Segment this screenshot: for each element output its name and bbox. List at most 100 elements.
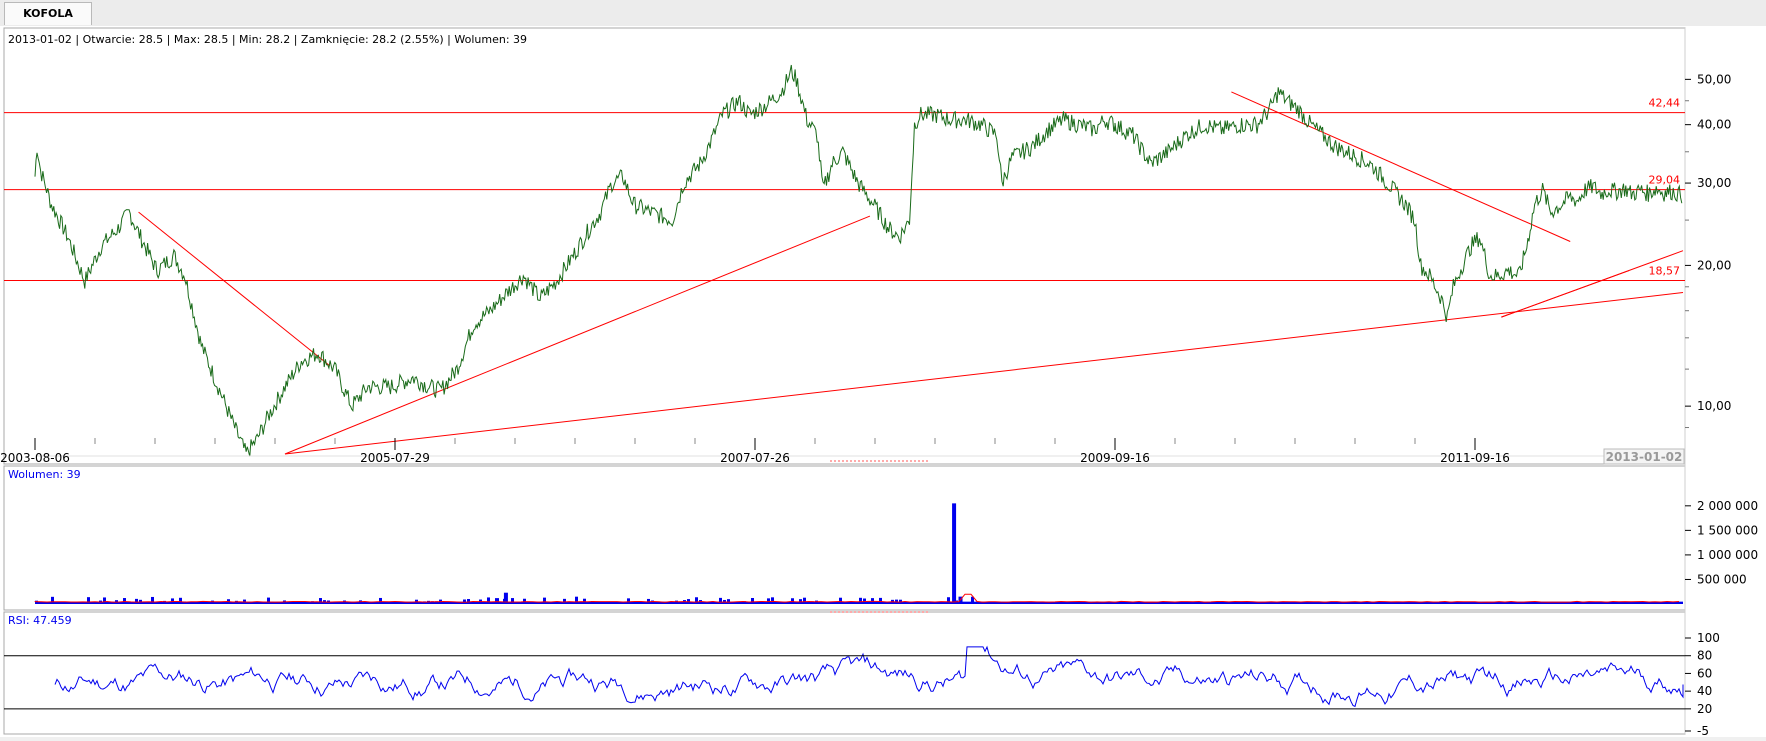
trendline bbox=[1501, 250, 1684, 318]
volume-bar bbox=[591, 601, 594, 604]
volume-bar bbox=[859, 597, 862, 604]
volume-bar bbox=[711, 601, 714, 604]
trendline bbox=[284, 215, 871, 455]
volume-bar bbox=[123, 598, 126, 604]
tab-bar: KOFOLA bbox=[0, 0, 1766, 27]
volume-y-axis: 2 000 000 1 500 000 1 000 000 500 000 bbox=[1685, 499, 1758, 586]
volume-bar bbox=[743, 601, 746, 604]
horizontal-level-label: 42,44 bbox=[1649, 97, 1681, 110]
volume-bar bbox=[751, 598, 754, 604]
volume-bar bbox=[87, 597, 90, 604]
volume-bar bbox=[143, 601, 146, 604]
rsi-tick-label: 80 bbox=[1697, 649, 1712, 663]
price-tick-label: 40,00 bbox=[1697, 118, 1731, 132]
rsi-tick-label: 100 bbox=[1697, 631, 1720, 645]
rsi-line bbox=[54, 645, 1684, 708]
tab-kofola[interactable]: KOFOLA bbox=[4, 2, 92, 25]
volume-bar bbox=[511, 598, 514, 604]
price-y-axis: 50,00 40,00 30,00 20,00 10,00 bbox=[1685, 72, 1731, 429]
stock-chart-svg[interactable]: 2013-01-02 | Otwarcie: 28.5 | Max: 28.5 … bbox=[0, 26, 1766, 738]
volume-bar bbox=[379, 597, 382, 604]
volume-bar bbox=[359, 600, 362, 604]
volume-bar bbox=[427, 600, 430, 604]
rsi-tick-label: 40 bbox=[1697, 684, 1712, 698]
trendline bbox=[284, 292, 1684, 455]
current-date-label: 2013-01-02 bbox=[1606, 450, 1683, 464]
volume-label: Wolumen: 39 bbox=[8, 468, 81, 481]
rsi-label: RSI: 47.459 bbox=[8, 614, 72, 627]
price-line bbox=[34, 64, 1683, 457]
volume-bar bbox=[311, 601, 314, 604]
volume-bar bbox=[423, 601, 426, 604]
volume-spike-bar bbox=[952, 503, 957, 604]
volume-bar bbox=[151, 596, 154, 604]
volume-bar bbox=[811, 601, 814, 604]
volume-bar bbox=[771, 597, 774, 604]
rsi-y-axis: 100 80 60 40 20 -5 bbox=[4, 631, 1720, 738]
info-line: 2013-01-02 | Otwarcie: 28.5 | Max: 28.5 … bbox=[8, 33, 527, 46]
price-tick-label: 10,00 bbox=[1697, 399, 1731, 413]
volume-tick-label: 1 500 000 bbox=[1697, 523, 1758, 537]
volume-bar bbox=[971, 596, 974, 604]
volume-bar bbox=[719, 597, 722, 604]
volume-bar bbox=[211, 600, 214, 604]
volume-bar bbox=[455, 601, 458, 604]
chart-area[interactable]: 2013-01-02 | Otwarcie: 28.5 | Max: 28.5 … bbox=[0, 26, 1766, 738]
volume-bar bbox=[435, 601, 438, 604]
volume-bar bbox=[815, 600, 818, 604]
volume-bar bbox=[319, 598, 322, 604]
volume-bar bbox=[135, 598, 138, 604]
price-tick-label: 20,00 bbox=[1697, 258, 1731, 272]
x-tick-label: 2003-08-06 bbox=[0, 451, 70, 465]
price-tick-label: 50,00 bbox=[1697, 72, 1731, 86]
volume-bar bbox=[51, 596, 54, 604]
price-panel-frame bbox=[3, 27, 1686, 465]
trendline bbox=[138, 211, 331, 367]
volume-tick-label: 500 000 bbox=[1697, 572, 1747, 586]
volume-average-line bbox=[34, 593, 1680, 603]
volume-bar bbox=[627, 598, 630, 604]
volume-bar bbox=[679, 601, 682, 604]
rsi-tick-label: -5 bbox=[1697, 724, 1709, 737]
volume-bar bbox=[543, 597, 546, 604]
volume-bar bbox=[839, 597, 842, 604]
volume-bar bbox=[183, 601, 186, 604]
date-x-axis: 2003-08-06 2005-07-29 2007-07-26 2009-09-16… bbox=[0, 438, 1685, 613]
volume-series bbox=[34, 503, 1683, 604]
x-tick-label: 2011-09-16 bbox=[1440, 451, 1510, 465]
volume-bar bbox=[879, 597, 882, 604]
volume-bar bbox=[631, 601, 634, 604]
volume-bar bbox=[179, 597, 182, 604]
volume-bar bbox=[695, 597, 698, 604]
price-tick-label: 30,00 bbox=[1697, 176, 1731, 190]
volume-panel-frame bbox=[3, 465, 1686, 611]
volume-bar bbox=[235, 600, 238, 604]
volume-spike-bar bbox=[495, 598, 500, 604]
rsi-series bbox=[54, 645, 1684, 708]
current-date-box bbox=[1603, 448, 1685, 465]
volume-bar bbox=[803, 597, 806, 604]
horizontal-level-label: 29,04 bbox=[1649, 174, 1681, 187]
volume-tick-label: 2 000 000 bbox=[1697, 499, 1758, 513]
volume-bar bbox=[431, 601, 434, 604]
price-series bbox=[34, 64, 1683, 457]
price-trendlines bbox=[138, 91, 1684, 455]
x-tick-label: 2007-07-26 bbox=[720, 451, 790, 465]
horizontal-level-label: 18,57 bbox=[1649, 264, 1681, 277]
rsi-tick-label: 20 bbox=[1697, 702, 1712, 716]
volume-bar bbox=[947, 597, 950, 604]
volume-tick-label: 1 000 000 bbox=[1697, 548, 1758, 562]
volume-bar bbox=[35, 600, 38, 604]
x-tick-label: 2005-07-29 bbox=[360, 451, 430, 465]
volume-bar bbox=[163, 600, 166, 604]
volume-spike-bar bbox=[503, 592, 508, 604]
volume-bar bbox=[927, 601, 930, 604]
rsi-panel-frame bbox=[3, 611, 1686, 735]
volume-bar bbox=[267, 597, 270, 604]
volume-bar bbox=[651, 600, 654, 604]
volume-bar bbox=[599, 601, 602, 604]
price-grid: 42,44 29,04 18,57 bbox=[4, 97, 1685, 281]
trendline bbox=[1231, 91, 1571, 242]
rsi-tick-label: 60 bbox=[1697, 666, 1712, 680]
volume-bar bbox=[575, 596, 578, 604]
